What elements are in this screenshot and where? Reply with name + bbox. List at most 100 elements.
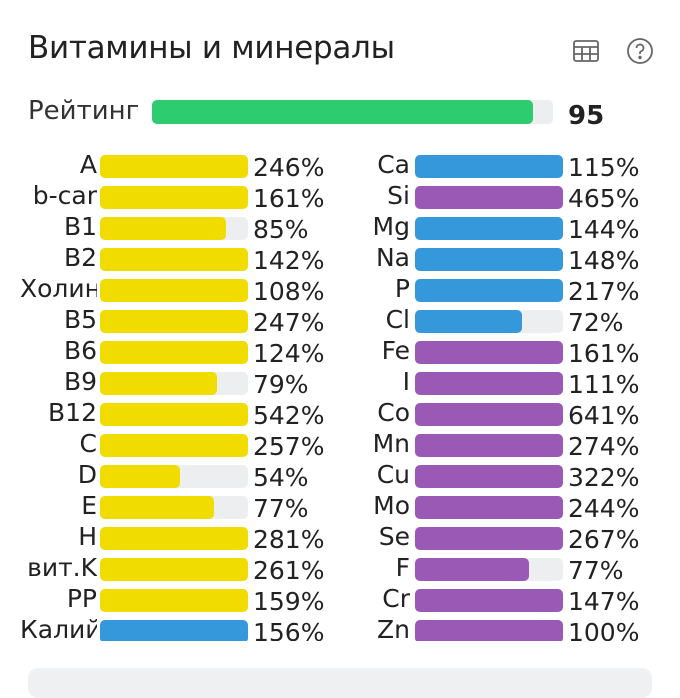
nutrient-bar [415,217,563,240]
minerals-row: Ca 115% [0,149,680,182]
nutrient-label: B9 [63,367,97,396]
table-icon[interactable] [572,37,600,65]
nutrient-percent: 77% [568,556,624,585]
nutrient-label: b-car [32,181,97,210]
rating-bar-fill [152,100,533,124]
nutrient-percent: 267% [568,525,640,554]
nutrient-label: D [77,460,97,489]
vitamins-row: B1 85% [0,211,680,244]
nutrient-label: E [81,491,97,520]
nutrient-bar [100,558,248,581]
nutrient-percent: 247% [253,308,325,337]
nutrient-percent: 322% [568,463,640,492]
minerals-row: Fe 161% [0,335,680,368]
nutrient-bar-fill [415,155,563,178]
nutrient-label: Mn [372,429,410,458]
nutrient-percent: 72% [568,308,624,337]
nutrient-bar [415,403,563,426]
vitamins-row: b-car 161% [0,180,680,213]
nutrient-bar-fill [100,527,248,550]
nutrient-percent: 144% [568,215,640,244]
nutrient-label: Cr [382,584,410,613]
nutrient-percent: 161% [253,184,325,213]
minerals-row: Co 641% [0,397,680,430]
vitamins-row: B5 247% [0,304,680,337]
nutrient-bar [415,434,563,457]
nutrient-bar [415,527,563,550]
nutrient-bar-fill [100,558,248,581]
nutrient-percent: 261% [253,556,325,585]
page-title: Витамины и минералы [28,30,395,66]
nutrient-bar-fill [415,527,563,550]
help-icon[interactable] [626,37,654,65]
vitamins-row: H 281% [0,521,680,554]
nutrient-bar-fill [100,217,226,240]
nutrient-label: Холин [20,274,97,303]
nutrient-bar-fill [415,496,563,519]
nutrient-percent: 77% [253,494,309,523]
nutrient-bar [415,341,563,364]
nutrient-label: Na [375,243,410,272]
nutrient-percent: 108% [253,277,325,306]
minerals-row: Cr 147% [0,583,680,616]
nutrient-bar-fill [100,496,214,519]
nutrient-percent: 257% [253,432,325,461]
nutrient-bar-fill [100,589,248,612]
nutrient-bar [415,248,563,271]
nutrient-bar-fill [415,186,563,209]
nutrient-bar [100,217,248,240]
nutrient-bar [100,620,248,641]
nutrient-percent: 111% [568,370,640,399]
rating-label: Рейтинг [28,96,140,126]
next-card [28,668,652,698]
nutrient-bar [415,496,563,519]
nutrient-bar-fill [100,372,217,395]
nutrient-percent: 161% [568,339,640,368]
nutrient-bar [415,620,563,641]
nutrient-percent: 465% [568,184,640,213]
nutrient-bar-fill [415,279,563,302]
nutrient-label: B5 [63,305,97,334]
nutrient-bar [415,589,563,612]
nutrient-bar [100,155,248,178]
nutrient-bar-fill [415,465,563,488]
minerals-row: F 77% [0,552,680,585]
nutrient-label: вит.K [27,553,97,582]
nutrient-label: Si [387,181,410,210]
nutrient-percent: 159% [253,587,325,616]
nutrient-percent: 217% [568,277,640,306]
nutrient-list[interactable]: A 246% b-car 161% B1 85% B2 142% Холин 108% B5 247%… [0,145,680,641]
minerals-row: Cl 72% [0,304,680,337]
nutrient-percent: 246% [253,153,325,182]
nutrient-bar [100,403,248,426]
nutrient-label: H [78,522,97,551]
nutrient-label: A [79,150,97,179]
nutrient-bar [100,248,248,271]
minerals-row: P 217% [0,273,680,306]
nutrient-label: Fe [381,336,410,365]
nutrient-bar-fill [415,589,563,612]
nutrient-label: C [79,429,97,458]
nutrient-bar [415,186,563,209]
nutrient-bar [100,279,248,302]
nutrient-percent: 100% [568,618,640,641]
nutrient-bar-fill [100,403,248,426]
nutrient-percent: 142% [253,246,325,275]
nutrient-bar-fill [100,434,248,457]
nutrient-bar-fill [100,620,248,641]
nutrient-bar-fill [100,248,248,271]
vitamins-row: D 54% [0,459,680,492]
nutrient-bar [100,465,248,488]
nutrient-percent: 147% [568,587,640,616]
nutrient-bar [100,310,248,333]
nutrient-bar-fill [100,465,180,488]
vitamins-row: Калий 156% [0,614,680,641]
nutrient-bar-fill [415,217,563,240]
nutrient-bar [100,589,248,612]
minerals-row: Zn 100% [0,614,680,641]
nutrient-label: Se [378,522,410,551]
nutrient-bar-fill [100,310,248,333]
nutrient-label: I [402,367,410,396]
minerals-row: Na 148% [0,242,680,275]
nutrient-bar [100,434,248,457]
